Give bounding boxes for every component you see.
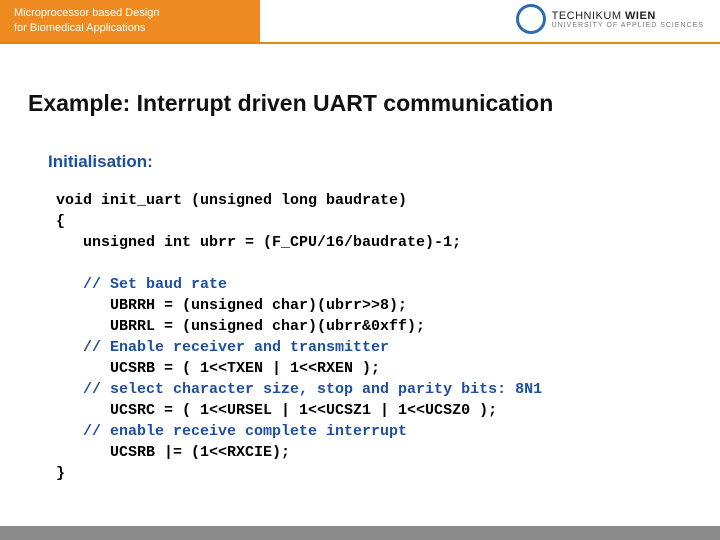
code-comment-line: // Set baud rate (56, 274, 542, 295)
code-line (56, 253, 542, 274)
header-line1: Microprocessor based Design (14, 6, 246, 21)
slide-header: Microprocessor based Design for Biomedic… (0, 0, 720, 42)
code-line: unsigned int ubrr = (F_CPU/16/baudrate)-… (56, 232, 542, 253)
code-line: { (56, 211, 542, 232)
header-line2: for Biomedical Applications (14, 21, 246, 36)
code-comment-line: // enable receive complete interrupt (56, 421, 542, 442)
logo: TECHNIKUM WIEN UNIVERSITY OF APPLIED SCI… (516, 4, 704, 34)
code-comment-line: // Enable receiver and transmitter (56, 337, 542, 358)
logo-ring-icon (516, 4, 546, 34)
footer-bar (0, 526, 720, 540)
header-underline (0, 42, 720, 44)
code-line: UCSRB |= (1<<RXCIE); (56, 442, 542, 463)
code-line: } (56, 463, 542, 484)
code-comment-line: // select character size, stop and parit… (56, 379, 542, 400)
logo-city: WIEN (625, 10, 656, 22)
code-listing: void init_uart (unsigned long baudrate){… (56, 190, 542, 484)
logo-brand: TECHNIKUM (552, 10, 622, 22)
code-line: UCSRC = ( 1<<URSEL | 1<<UCSZ1 | 1<<UCSZ0… (56, 400, 542, 421)
logo-tagline: UNIVERSITY OF APPLIED SCIENCES (552, 22, 704, 29)
subheading: Initialisation: (48, 152, 153, 172)
code-line: UCSRB = ( 1<<TXEN | 1<<RXEN ); (56, 358, 542, 379)
page-title: Example: Interrupt driven UART communica… (28, 90, 553, 117)
code-line: void init_uart (unsigned long baudrate) (56, 190, 542, 211)
code-line: UBRRL = (unsigned char)(ubrr&0xff); (56, 316, 542, 337)
header-title-box: Microprocessor based Design for Biomedic… (0, 0, 260, 42)
logo-text: TECHNIKUM WIEN UNIVERSITY OF APPLIED SCI… (552, 10, 704, 29)
code-line: UBRRH = (unsigned char)(ubrr>>8); (56, 295, 542, 316)
